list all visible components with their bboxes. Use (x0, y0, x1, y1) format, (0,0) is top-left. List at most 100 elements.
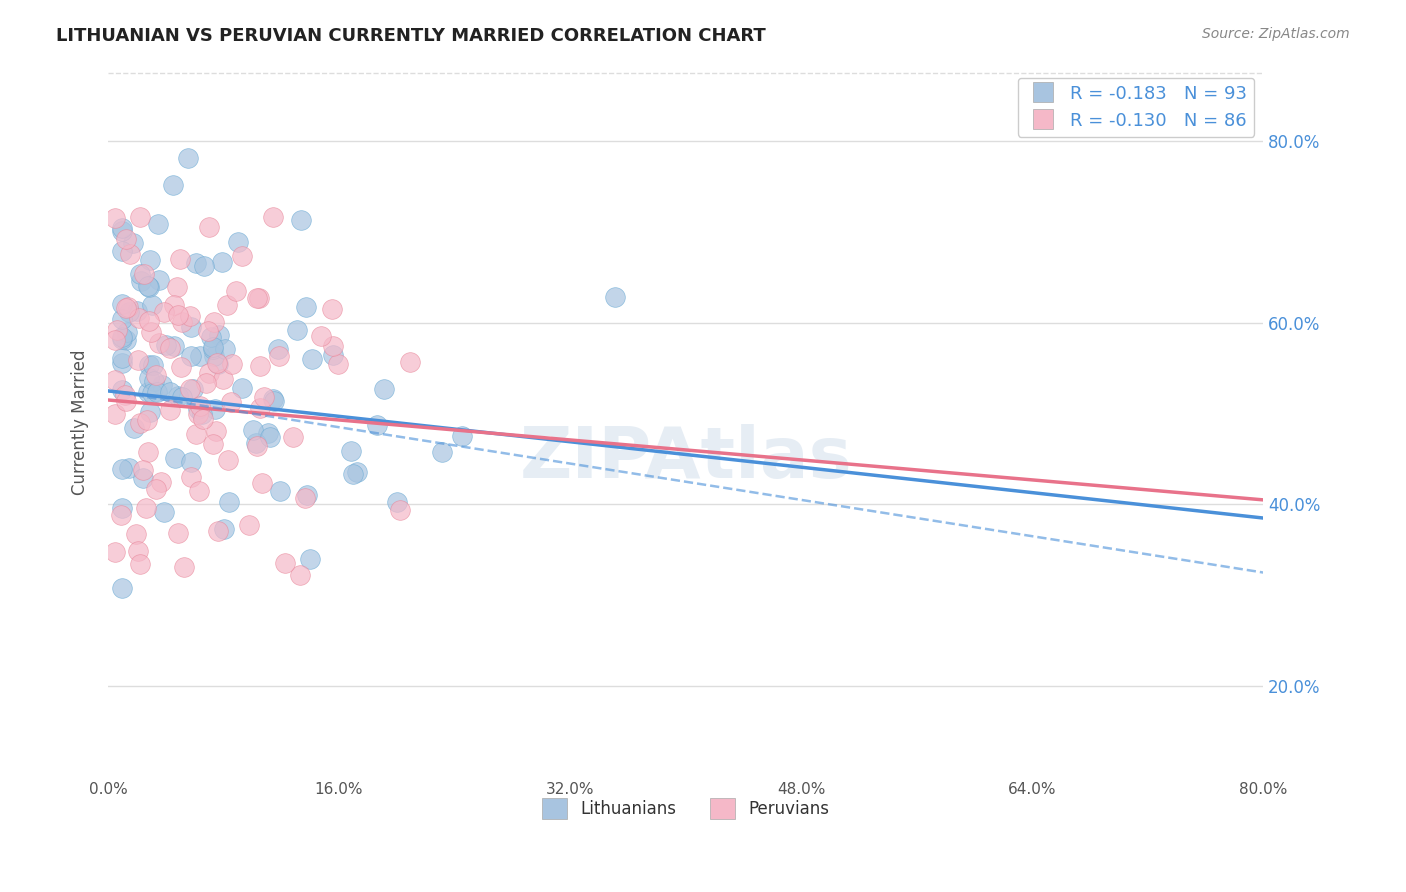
Point (117, 300, 139, 314)
Point (169, 252, 191, 266)
Point (128, 558, 150, 572)
Point (128, 210, 150, 224)
Point (153, 506, 176, 520)
Point (205, 356, 228, 370)
Point (202, 315, 225, 329)
Point (340, 443, 363, 458)
Point (285, 323, 308, 337)
Point (256, 425, 278, 440)
Point (188, 349, 211, 363)
Point (114, 232, 136, 246)
Point (132, 463, 155, 477)
Point (146, 384, 169, 399)
Point (111, 244, 134, 259)
Point (111, 297, 134, 311)
Point (111, 330, 134, 344)
Point (321, 301, 343, 316)
Point (179, 382, 201, 396)
Point (166, 525, 188, 540)
Point (328, 357, 350, 371)
Point (148, 335, 170, 350)
Point (202, 350, 225, 364)
Point (290, 213, 312, 227)
Point (111, 462, 134, 476)
Point (299, 552, 322, 566)
Point (246, 439, 269, 453)
Point (145, 482, 167, 496)
Point (200, 329, 222, 343)
Point (366, 417, 388, 432)
Point (124, 526, 146, 541)
Point (253, 390, 276, 404)
Point (215, 298, 238, 312)
Point (207, 357, 229, 371)
Point (295, 488, 318, 502)
Point (143, 374, 166, 388)
Point (163, 338, 186, 352)
Point (111, 356, 134, 370)
Point (150, 475, 173, 489)
Point (127, 352, 149, 367)
Point (225, 284, 247, 298)
Point (114, 388, 136, 402)
Point (342, 467, 364, 481)
Point (180, 470, 202, 484)
Point (180, 349, 202, 363)
Point (373, 383, 395, 397)
Point (198, 219, 221, 234)
Point (136, 279, 159, 293)
Point (191, 408, 214, 422)
Point (217, 452, 239, 467)
Point (212, 372, 235, 386)
Point (127, 303, 149, 318)
Point (263, 394, 285, 409)
Point (238, 518, 260, 533)
Point (104, 545, 127, 559)
Point (226, 235, 249, 250)
Point (127, 543, 149, 558)
Point (252, 476, 274, 491)
Point (167, 389, 190, 403)
Point (187, 402, 209, 417)
Point (262, 392, 284, 406)
Point (155, 337, 177, 351)
Point (231, 381, 253, 395)
Point (179, 309, 201, 323)
Point (136, 384, 159, 399)
Point (172, 390, 194, 404)
Point (218, 495, 240, 509)
Point (301, 352, 323, 367)
Point (115, 325, 138, 339)
Point (208, 328, 231, 343)
Point (389, 503, 412, 517)
Point (128, 310, 150, 325)
Point (104, 211, 127, 226)
Point (118, 460, 141, 475)
Point (159, 403, 181, 417)
Point (207, 524, 229, 539)
Point (139, 325, 162, 339)
Point (110, 508, 132, 523)
Point (399, 355, 422, 369)
Point (245, 435, 267, 450)
Point (197, 324, 219, 338)
Point (242, 423, 264, 437)
Point (138, 444, 160, 458)
Point (177, 151, 200, 165)
Point (141, 298, 163, 312)
Point (186, 256, 208, 270)
Point (249, 359, 271, 374)
Point (114, 334, 136, 348)
Point (111, 351, 134, 366)
Point (162, 178, 184, 192)
Point (212, 523, 235, 537)
Point (294, 301, 316, 315)
Point (111, 220, 134, 235)
Point (135, 413, 157, 427)
Point (249, 401, 271, 415)
Point (170, 315, 193, 329)
Point (273, 556, 295, 570)
Point (214, 343, 236, 357)
Point (159, 341, 181, 355)
Point (198, 366, 221, 380)
